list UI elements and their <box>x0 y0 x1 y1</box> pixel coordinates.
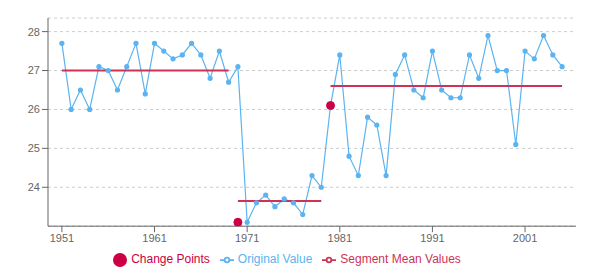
svg-text:1951: 1951 <box>50 232 74 244</box>
svg-text:27: 27 <box>28 64 40 76</box>
svg-text:1961: 1961 <box>142 232 166 244</box>
html-text:Change Points: Change Points <box>131 252 210 267</box>
svg-text:1991: 1991 <box>420 232 444 244</box>
svg-text:1971: 1971 <box>235 232 259 244</box>
svg-text:1981: 1981 <box>328 232 352 244</box>
svg-text:26: 26 <box>28 103 40 115</box>
svg-text:28: 28 <box>28 26 40 38</box>
svg-text:24: 24 <box>28 181 40 193</box>
svg-text:2001: 2001 <box>513 232 537 244</box>
html-text:Original Value: Original Value <box>237 252 313 267</box>
html-text:Segment Mean Values: Segment Mean Values <box>340 252 461 267</box>
svg-text:25: 25 <box>28 142 40 154</box>
